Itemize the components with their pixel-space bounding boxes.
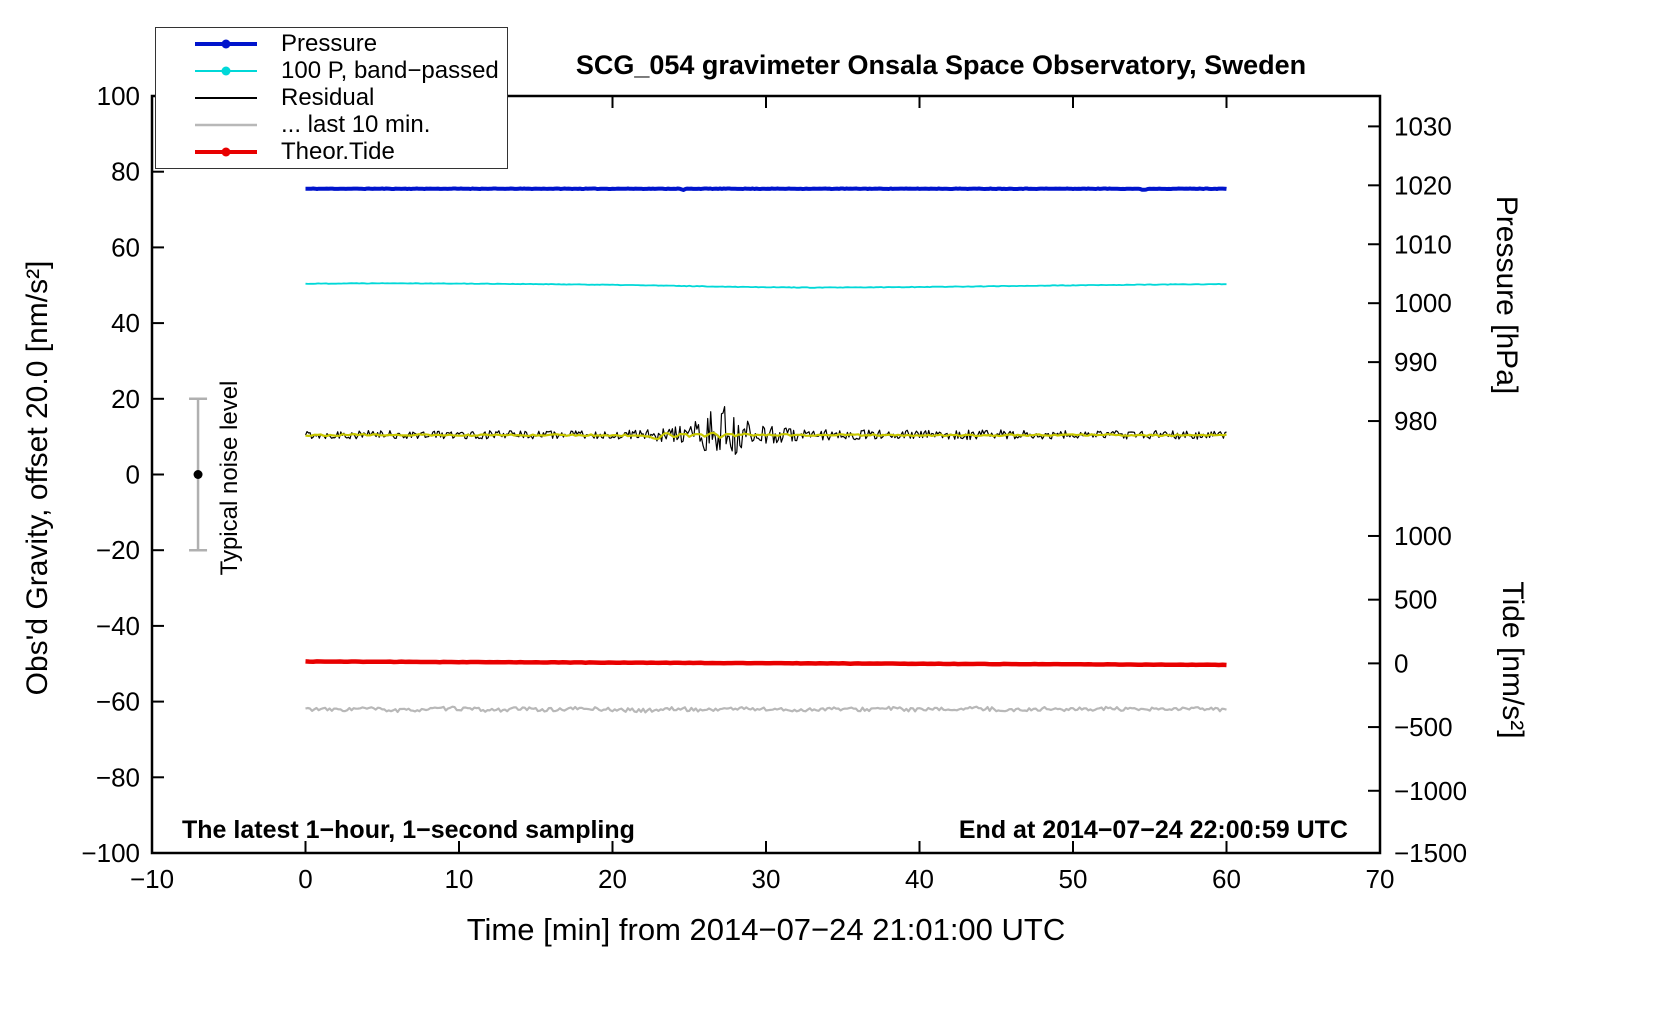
y-left-tick-label: 0 (126, 460, 140, 490)
x-tick-label: −10 (130, 864, 174, 894)
pressure-tick-label: 990 (1394, 347, 1437, 377)
pressure-tick-label: 1030 (1394, 111, 1452, 141)
y-left-tick-label: 40 (111, 308, 140, 338)
tide-tick-label: 0 (1394, 648, 1408, 678)
legend: Pressure 100 P, band−passed Residual... la… (155, 27, 508, 169)
x-axis-label: Time [min] from 2014−07−24 21:01:00 UTC (466, 912, 1066, 947)
legend-sample-line-dot (195, 39, 257, 49)
noise-level-dot (193, 470, 203, 479)
x-tick-label: 20 (598, 864, 627, 894)
series-residual (304, 406, 1227, 455)
y-left-tick-label: −60 (96, 687, 140, 717)
series-residual-last-10-min (305, 705, 1227, 714)
y-axis-label-tide: Tide [nm/s²] (1496, 581, 1529, 739)
pressure-tick-label: 1000 (1394, 288, 1452, 318)
y-left-tick-label: 60 (111, 232, 140, 262)
series-theor-tide (305, 659, 1227, 668)
x-tick-label: 60 (1212, 864, 1241, 894)
x-tick-label: 0 (298, 864, 312, 894)
y-axis-label-gravity: Obs'd Gravity, offset 20.0 [nm/s²] (21, 260, 54, 696)
legend-label: Residual (281, 83, 375, 111)
legend-sample-line (195, 96, 257, 99)
sampling-note: The latest 1−hour, 1−second sampling (182, 816, 635, 844)
x-tick-label: 30 (752, 864, 781, 894)
x-tick-label: 70 (1366, 864, 1395, 894)
legend-sample-line-dot (195, 66, 257, 76)
legend-label: Theor.Tide (281, 137, 395, 165)
tide-tick-label: 500 (1394, 585, 1437, 615)
chart-title: SCG_054 gravimeter Onsala Space Observat… (575, 50, 1307, 80)
y-left-tick-label: −20 (96, 535, 140, 565)
legend-item: Residual (156, 83, 507, 111)
y-left-tick-label: 20 (111, 384, 140, 414)
series-residual-smoothed (305, 431, 1227, 440)
y-left-tick-label: −40 (96, 611, 140, 641)
y-left-tick-label: 100 (97, 81, 140, 111)
legend-label: 100 P, band−passed (281, 57, 499, 85)
pressure-tick-label: 1010 (1394, 229, 1452, 259)
y-left-tick-label: −100 (81, 838, 140, 868)
legend-item: Pressure (156, 30, 507, 58)
tide-tick-label: −1000 (1394, 776, 1467, 806)
legend-label: Pressure (281, 30, 378, 58)
x-tick-label: 40 (905, 864, 934, 894)
end-time-note: End at 2014−07−24 22:00:59 UTC (958, 816, 1348, 844)
legend-item: ... last 10 min. (156, 110, 507, 138)
series-pressure (305, 186, 1227, 192)
y-axis-label-pressure: Pressure [hPa] (1490, 195, 1523, 395)
legend-item: 100 P, band−passed (156, 57, 507, 85)
y-left-tick-label: −80 (96, 762, 140, 792)
noise-level-label: Typical noise level (216, 380, 243, 576)
legend-label: ... last 10 min. (281, 110, 431, 138)
tide-tick-label: 1000 (1394, 521, 1452, 551)
pressure-tick-label: 980 (1394, 406, 1437, 436)
legend-sample-line-dot (195, 147, 257, 157)
series-pressure-band-passed (305, 282, 1227, 289)
plot-frame (150, 94, 1382, 855)
tide-tick-label: −1500 (1394, 838, 1467, 868)
x-tick-label: 10 (445, 864, 474, 894)
noise-level-bar (189, 397, 208, 552)
legend-item: Theor.Tide (156, 137, 507, 165)
tide-tick-label: −500 (1394, 712, 1453, 742)
x-tick-label: 50 (1059, 864, 1088, 894)
legend-sample-line (195, 123, 257, 127)
y-left-tick-label: 80 (111, 157, 140, 187)
pressure-tick-label: 1020 (1394, 170, 1452, 200)
